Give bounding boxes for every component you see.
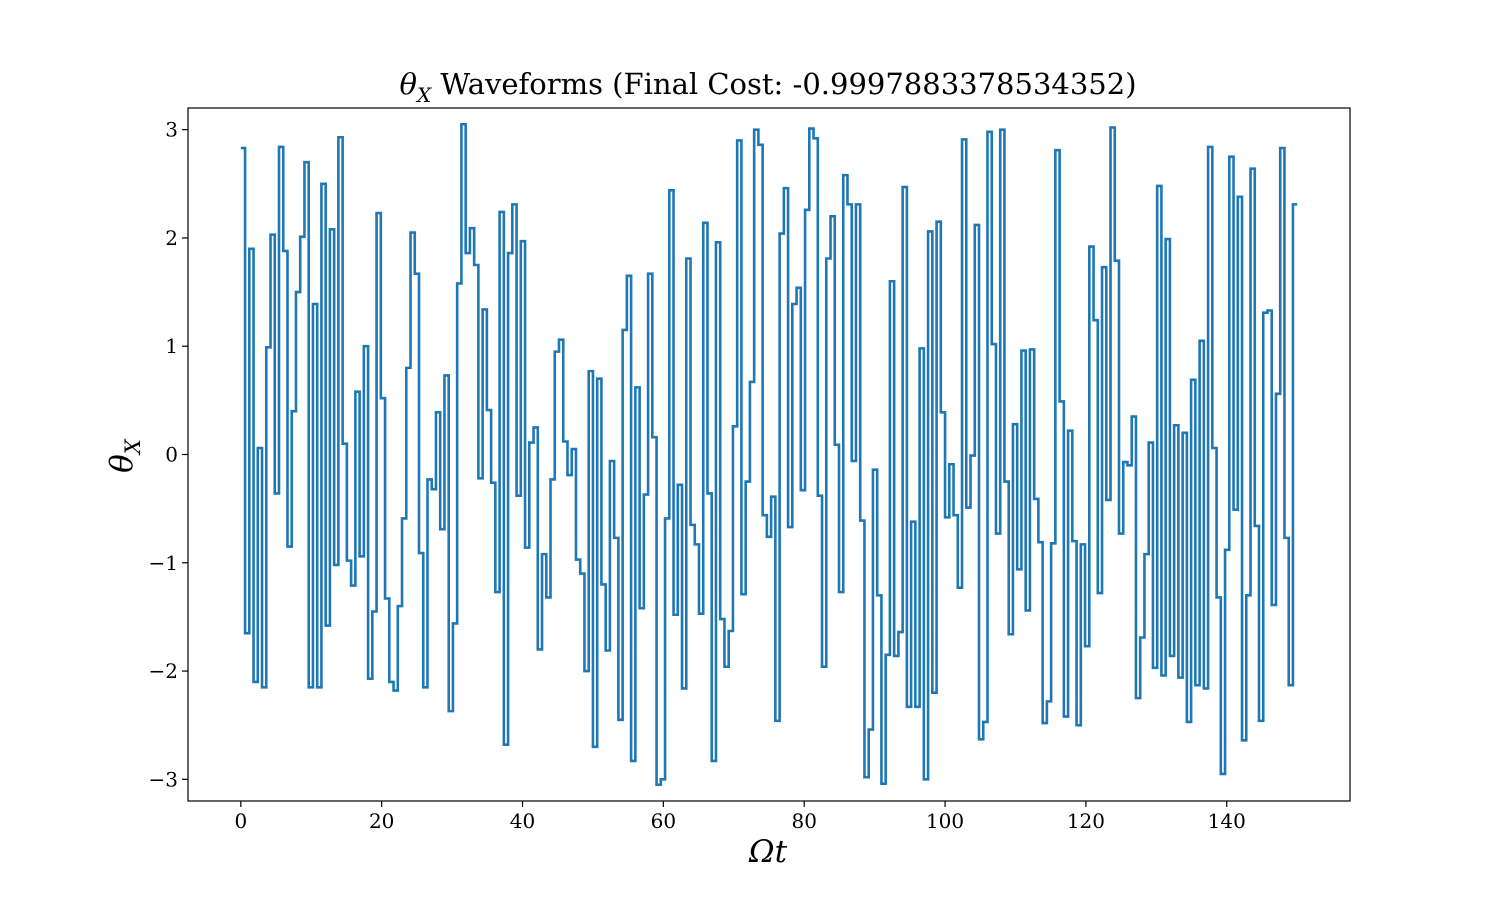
y-axis: 3 2 1 0 −1 −2 −3 xyxy=(149,118,188,791)
y-tick-label: 3 xyxy=(165,118,178,142)
y-tick-label: 0 xyxy=(165,443,178,467)
x-tick-label: 120 xyxy=(1067,809,1105,833)
y-axis-label: θX xyxy=(104,438,145,473)
x-tick-label: 80 xyxy=(791,809,816,833)
x-tick-label: 0 xyxy=(234,809,247,833)
x-axis: 0 20 40 60 80 100 120 140 xyxy=(234,801,1246,833)
x-tick-label: 60 xyxy=(651,809,676,833)
x-axis-label: Ωt xyxy=(748,834,788,870)
x-tick-label: 140 xyxy=(1208,809,1246,833)
x-tick-label: 100 xyxy=(926,809,964,833)
y-tick-label: 2 xyxy=(165,226,178,250)
y-tick-label: −1 xyxy=(149,551,178,575)
y-tick-label: −3 xyxy=(149,767,178,791)
series-line xyxy=(240,122,1298,787)
plot-frame xyxy=(187,107,1351,802)
x-tick-label: 20 xyxy=(369,809,394,833)
y-tick-label: −2 xyxy=(149,659,178,683)
x-tick-label: 40 xyxy=(510,809,535,833)
chart-title: θX Waveforms (Final Cost: -0.99978833785… xyxy=(399,67,1136,107)
y-tick-label: 1 xyxy=(165,334,178,358)
plot-area xyxy=(187,107,1351,802)
